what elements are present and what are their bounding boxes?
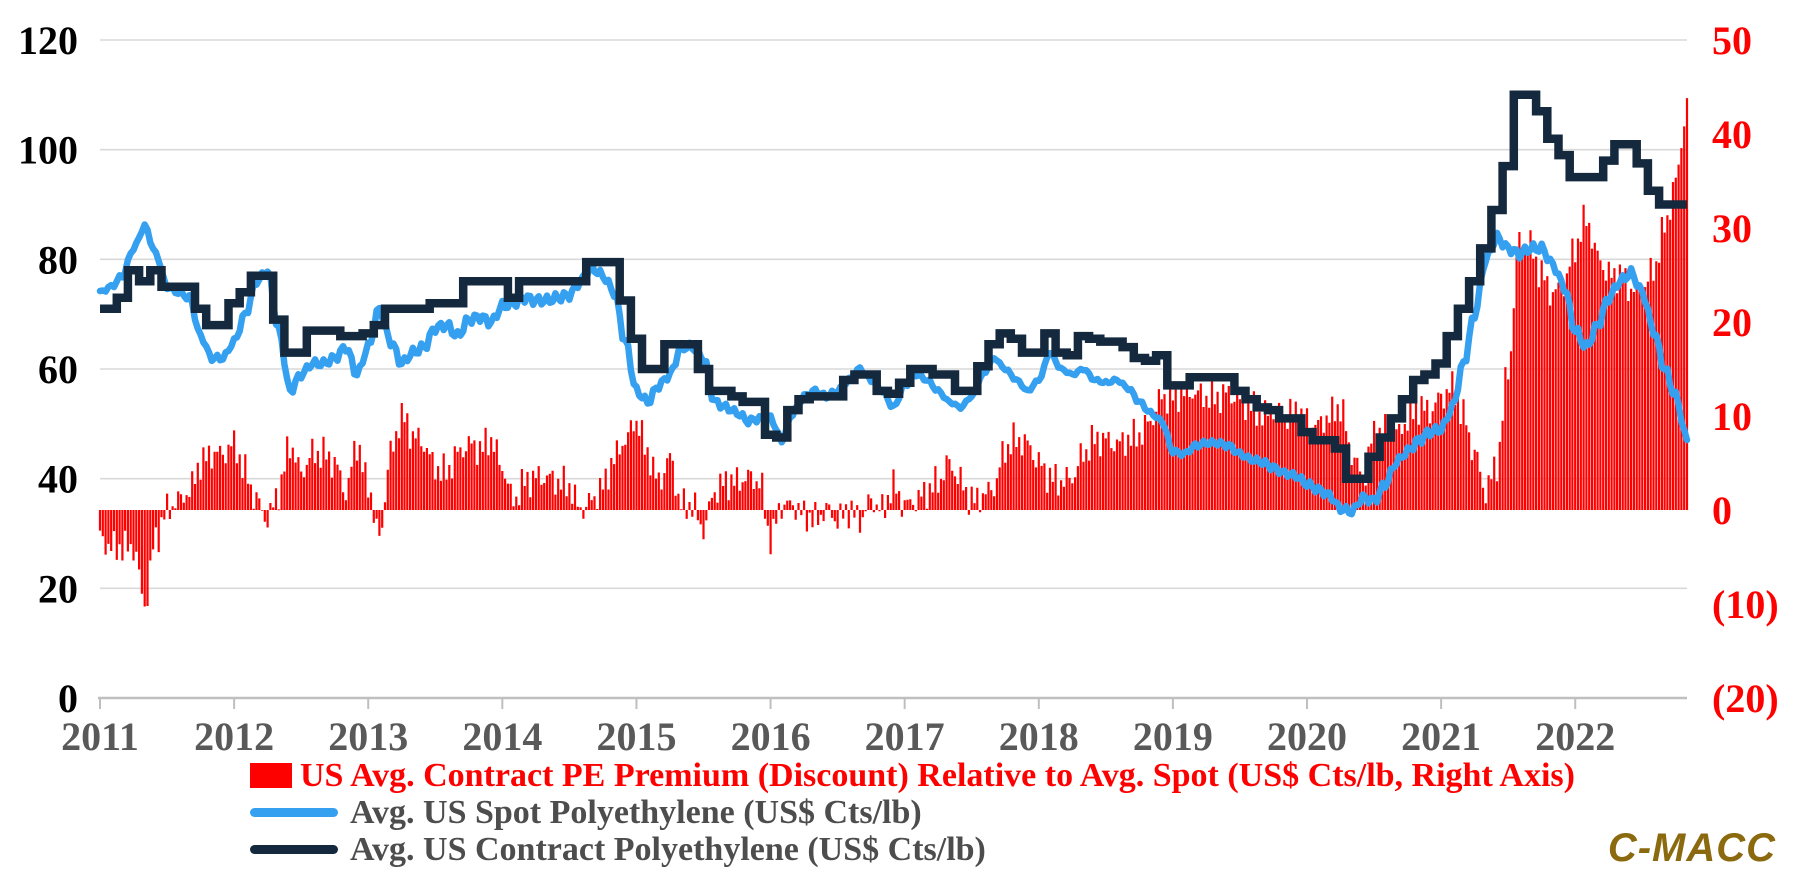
y-axis-right-label: 30 bbox=[1712, 206, 1752, 251]
y-axis-right-label: 20 bbox=[1712, 300, 1752, 345]
y-axis-right-label: 40 bbox=[1712, 112, 1752, 157]
y-axis-left-label: 20 bbox=[38, 566, 78, 611]
legend-label-contract: Avg. US Contract Polyethylene (US$ Cts/l… bbox=[350, 830, 986, 868]
spot-line-swatch-icon bbox=[250, 808, 338, 817]
y-axis-left-label: 0 bbox=[58, 676, 78, 721]
y-axis-left-label: 100 bbox=[18, 128, 78, 173]
contract-step-line-series bbox=[100, 90, 1687, 483]
x-axis-year-label: 2015 bbox=[596, 714, 676, 759]
spot-line-series bbox=[96, 221, 1691, 518]
premium-bars-series bbox=[98, 98, 1689, 607]
y-axis-left-label: 120 bbox=[18, 18, 78, 63]
legend-label-premium: US Avg. Contract PE Premium (Discount) R… bbox=[300, 756, 1575, 794]
legend-label-spot: Avg. US Spot Polyethylene (US$ Cts/lb) bbox=[350, 793, 922, 831]
y-axis-right-label: 0 bbox=[1712, 488, 1732, 533]
x-axis-year-label: 2022 bbox=[1535, 714, 1615, 759]
x-axis-year-label: 2021 bbox=[1401, 714, 1481, 759]
chart-legend: US Avg. Contract PE Premium (Discount) R… bbox=[250, 757, 1575, 868]
x-axis-year-label: 2014 bbox=[462, 714, 542, 759]
y-axis-right-label: (20) bbox=[1712, 676, 1779, 721]
contract-line-swatch-icon bbox=[250, 845, 338, 854]
x-axis-year-label: 2019 bbox=[1133, 714, 1213, 759]
x-axis-year-label: 2011 bbox=[61, 714, 139, 759]
y-axis-right-label: 50 bbox=[1712, 18, 1752, 63]
legend-item-premium: US Avg. Contract PE Premium (Discount) R… bbox=[250, 757, 1575, 794]
y-axis-right-label: (10) bbox=[1712, 582, 1779, 627]
cmacc-logo: C-MACC bbox=[1607, 826, 1776, 870]
premium-bar-swatch-icon bbox=[250, 763, 292, 788]
x-axis-year-label: 2016 bbox=[731, 714, 811, 759]
legend-item-contract: Avg. US Contract Polyethylene (US$ Cts/l… bbox=[250, 831, 1575, 868]
x-axis-year-label: 2012 bbox=[194, 714, 274, 759]
x-axis-year-label: 2017 bbox=[865, 714, 945, 759]
x-axis-year-label: 2020 bbox=[1267, 714, 1347, 759]
y-axis-right-label: 10 bbox=[1712, 394, 1752, 439]
y-axis-left-label: 60 bbox=[38, 347, 78, 392]
y-axis-left-label: 40 bbox=[38, 457, 78, 502]
legend-item-spot: Avg. US Spot Polyethylene (US$ Cts/lb) bbox=[250, 794, 1575, 831]
y-axis-left-label: 80 bbox=[38, 237, 78, 282]
x-axis-year-label: 2018 bbox=[999, 714, 1079, 759]
x-axis-year-label: 2013 bbox=[328, 714, 408, 759]
